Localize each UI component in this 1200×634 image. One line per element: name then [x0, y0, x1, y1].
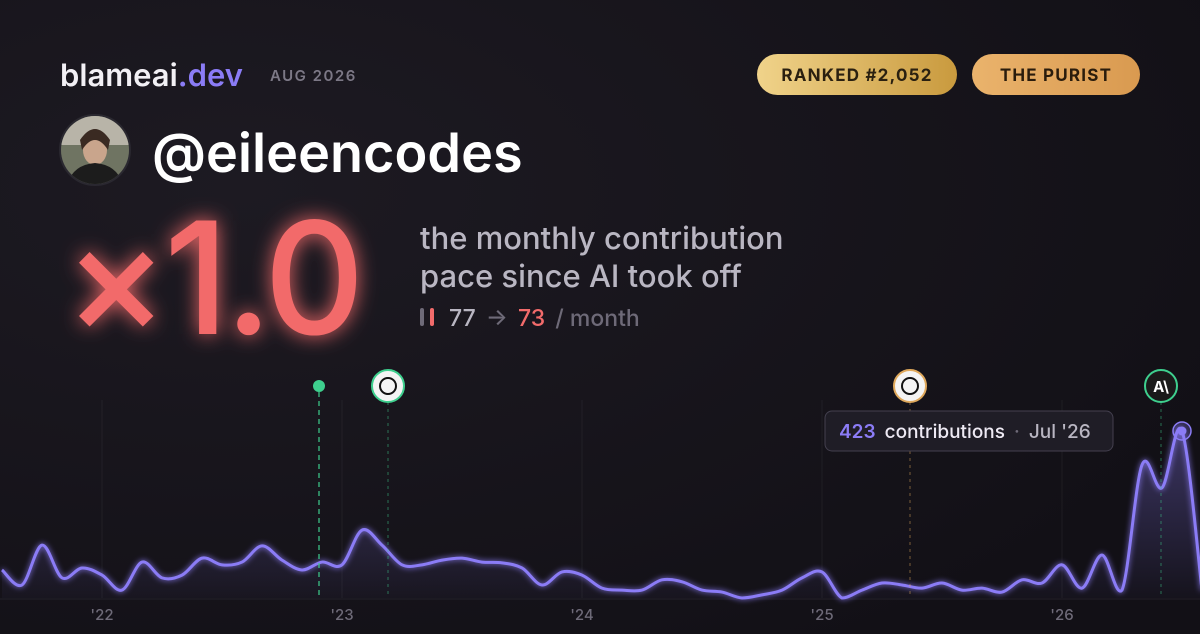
line: [0, 426, 1200, 600]
event-markers: A\: [313, 369, 1178, 598]
pace-icon: [430, 308, 434, 326]
multiplier: ×1.0: [64, 183, 361, 372]
tooltip-value: 423: [839, 420, 876, 443]
badge-label: THE PURIST: [1000, 66, 1112, 86]
badge: [972, 54, 1140, 95]
x-tick-label: '23: [330, 605, 353, 624]
tooltip-text: 423 contributions · Jul '26: [839, 420, 1091, 443]
description: the monthly contribution: [420, 220, 784, 257]
tooltip-separator: ·: [1014, 420, 1020, 443]
username: @eileencodes: [152, 121, 523, 186]
svg-text:A\: A\: [1153, 377, 1169, 396]
chart: '22 '23 '24 '25 '26: [0, 400, 1200, 624]
x-tick-label: '26: [1050, 605, 1073, 624]
brand-name: blameai: [60, 57, 178, 94]
pace-before: 77: [449, 304, 476, 332]
date: AUG 2026: [270, 66, 357, 85]
x-tick-label: '22: [90, 605, 113, 624]
pace-arrow: →: [486, 304, 508, 332]
badge: [757, 54, 957, 95]
x-tick-label: '24: [570, 605, 594, 624]
pace-icon: [420, 308, 424, 326]
peak-point: [1177, 426, 1187, 436]
tooltip-date: Jul '26: [1029, 420, 1091, 443]
brand-suffix: .dev: [178, 57, 243, 94]
tooltip-unit: contributions: [885, 420, 1005, 443]
brand: blameai.dev: [60, 57, 243, 94]
pace-unit: / month: [555, 304, 639, 332]
pace: 77 → 73 / month: [449, 304, 640, 332]
description: pace since AI took off: [420, 258, 742, 295]
badge-label: RANKED #2,052: [781, 66, 932, 86]
x-tick-label: '25: [810, 605, 833, 624]
tooltip: 423 contributions · Jul '26: [824, 410, 1114, 452]
pace-after: 73: [518, 304, 545, 332]
